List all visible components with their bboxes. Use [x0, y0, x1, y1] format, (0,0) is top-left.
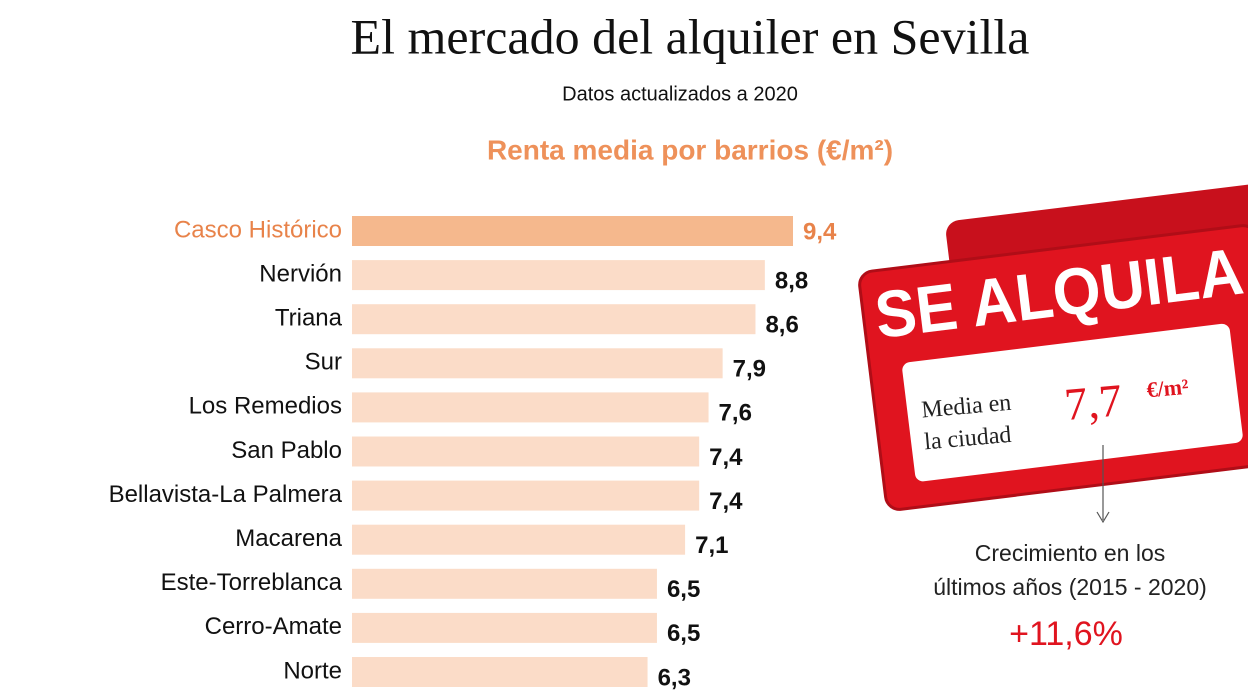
bar	[352, 524, 686, 555]
value-label: 8,6	[765, 312, 798, 339]
bar	[352, 657, 648, 687]
category-label: Nervión	[259, 260, 342, 287]
value-label: 9,4	[803, 218, 837, 245]
value-label: 6,5	[667, 576, 700, 603]
bar	[352, 260, 765, 291]
bar-chart: Casco Histórico 9,4 Nervión 8,8 Triana 8,6 Sur…	[109, 216, 837, 691]
chart-subtitle: Renta media por barrios (€/m²)	[487, 134, 893, 165]
bar	[352, 348, 723, 379]
growth-value: +11,6%	[1009, 615, 1123, 653]
category-label: Sur	[305, 349, 342, 376]
category-label: Triana	[275, 305, 343, 332]
value-label: 7,9	[733, 356, 766, 383]
city-unit: €/m²	[1145, 374, 1189, 403]
arrow-head	[1096, 511, 1110, 524]
bar	[352, 612, 657, 643]
growth-label: Crecimiento en los	[975, 540, 1165, 566]
category-label: Norte	[283, 657, 342, 684]
bar	[352, 436, 700, 467]
bar	[352, 216, 793, 246]
category-label: Bellavista-La Palmera	[109, 481, 343, 508]
category-label: Este-Torreblanca	[161, 569, 343, 596]
bar	[352, 304, 756, 335]
value-label: 7,4	[709, 444, 743, 471]
chart-title: El mercado del alquiler en Sevilla	[351, 8, 1030, 64]
value-label: 7,6	[719, 400, 752, 427]
value-label: 7,1	[695, 532, 728, 559]
subtitle: Datos actualizados a 2020	[562, 83, 798, 105]
category-label: Casco Histórico	[174, 216, 342, 243]
city-value: 7,7	[1062, 374, 1124, 430]
sign-box	[902, 323, 1243, 482]
bar	[352, 568, 657, 599]
category-label: Macarena	[235, 525, 342, 552]
value-label: 6,5	[667, 620, 700, 647]
category-label: Los Remedios	[189, 393, 342, 420]
value-label: 6,3	[658, 664, 691, 691]
sign: SE ALQUILA Media en la ciudad 7,7 €/m² C…	[858, 182, 1248, 653]
bar	[352, 480, 700, 511]
growth-label: últimos años (2015 - 2020)	[933, 574, 1207, 600]
value-label: 7,4	[709, 488, 743, 515]
category-label: San Pablo	[231, 437, 342, 464]
category-label: Cerro-Amate	[205, 613, 342, 640]
value-label: 8,8	[775, 267, 808, 294]
bar	[352, 392, 709, 423]
